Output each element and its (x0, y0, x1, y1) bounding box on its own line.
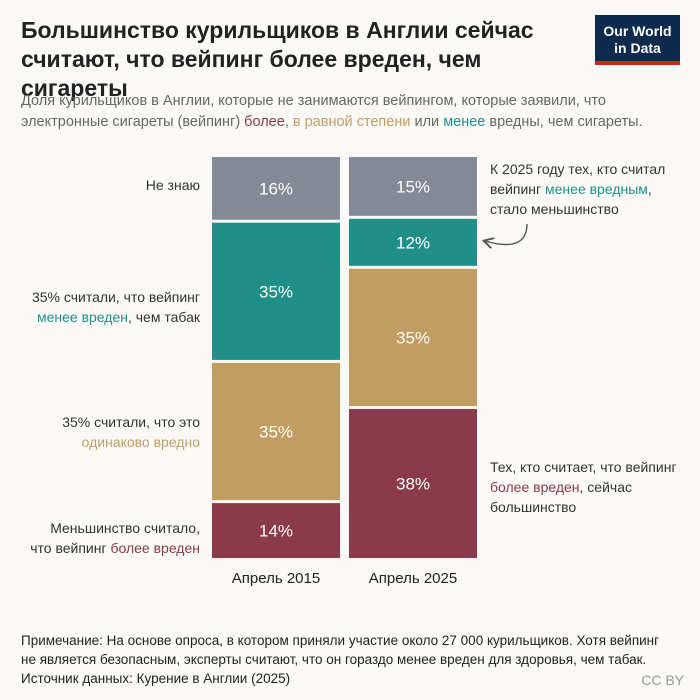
annotation-bottom-rest: , сейчас (579, 479, 632, 495)
bar-value-label-1-3: 38% (396, 475, 430, 494)
label-more-colored: более вреден (110, 540, 200, 556)
chart-title: Большинство курильщиков в Англии сейчас … (21, 17, 534, 101)
annotation-less-harmful-2025: К 2025 году тех, кто считал вейпинг мене… (490, 159, 690, 219)
bar-segment-1-1[interactable] (349, 218, 477, 266)
annotation-top-plain: вейпинг (490, 181, 546, 197)
subtitle-sep-2: или (410, 114, 444, 130)
note-line2: не является безопасным, эксперты считают… (21, 652, 647, 667)
logo-line2: in Data (614, 40, 661, 56)
bar-segment-1-2[interactable] (349, 268, 477, 407)
bar-segment-0-0[interactable] (212, 157, 340, 220)
annotation-bottom-line1: Тех, кто считает, что вейпинг (490, 459, 677, 475)
note-source: Источник данных: Курение в Англии (2025) (21, 671, 291, 686)
label-more-line1: Меньшинство считало, (50, 520, 200, 536)
label-same-colored: одинаково вредно (81, 434, 200, 450)
annotation-bottom-line3: большинство (490, 499, 577, 515)
bar-value-label-0-2: 35% (259, 423, 293, 442)
logo-line1: Our World (603, 23, 672, 39)
owid-logo[interactable]: Our World in Data (595, 15, 680, 65)
subtitle-same: в равной степени (292, 114, 411, 130)
bar-segment-1-3[interactable] (349, 409, 477, 558)
label-same-harmful-2015: 35% считали, что это одинаково вредно (10, 412, 200, 452)
annotation-more-harmful-2025: Тех, кто считает, что вейпинг более вред… (490, 457, 690, 517)
bar-value-label-0-3: 14% (259, 522, 293, 541)
subtitle-more: более (244, 114, 285, 130)
label-more-harmful-2015: Меньшинство считало, что вейпинг более в… (10, 518, 200, 558)
bar-value-label-1-0: 15% (396, 177, 430, 196)
bar-segment-1-0[interactable] (349, 157, 477, 216)
label-less-rest: , чем табак (127, 309, 200, 325)
bar-value-label-1-1: 12% (396, 233, 430, 252)
bar-value-label-1-2: 35% (396, 328, 430, 347)
subtitle-less: менее (443, 114, 486, 130)
bar-value-label-0-0: 16% (259, 179, 293, 198)
annotation-top-line1: К 2025 году тех, кто считал (490, 161, 666, 177)
logo-accent-bar (595, 61, 680, 65)
label-less-line1: 35% считали, что вейпинг (31, 289, 200, 305)
annotation-arrow (485, 223, 528, 245)
annotation-top-line3: стало меньшинство (490, 201, 619, 217)
label-less-harmful-2015: 35% считали, что вейпинг менее вреден, ч… (10, 287, 200, 327)
subtitle-text-2: вредны, чем сигареты. (485, 114, 643, 130)
license-text[interactable]: CC BY (641, 672, 684, 688)
label-dont-know: Не знаю (145, 177, 200, 193)
bar-segment-0-1[interactable] (212, 222, 340, 360)
annotation-bottom-colored: более вреден (490, 479, 580, 495)
chart-subtitle: Доля курильщиков в Англии, которые не за… (21, 91, 686, 133)
subtitle-text-1: Доля курильщиков в Англии, которые не за… (21, 93, 606, 130)
label-more-plain: что вейпинг (30, 540, 111, 556)
bar-value-label-0-1: 35% (259, 282, 293, 301)
category-label-0: Апрель 2015 (232, 570, 320, 587)
annotation-top-colored: менее вредным (545, 181, 648, 197)
annotation-top-comma: , (647, 181, 652, 197)
label-less-colored: менее вреден (36, 309, 128, 325)
bar-segment-0-3[interactable] (212, 503, 340, 558)
label-same-line1: 35% считали, что это (62, 414, 200, 430)
note-line1: Примечание: На основе опроса, в котором … (21, 633, 660, 648)
footnote: Примечание: На основе опроса, в котором … (21, 631, 691, 688)
subtitle-sep-1: , (284, 114, 293, 130)
bar-segment-0-2[interactable] (212, 362, 340, 501)
category-label-1: Апрель 2025 (369, 570, 457, 587)
